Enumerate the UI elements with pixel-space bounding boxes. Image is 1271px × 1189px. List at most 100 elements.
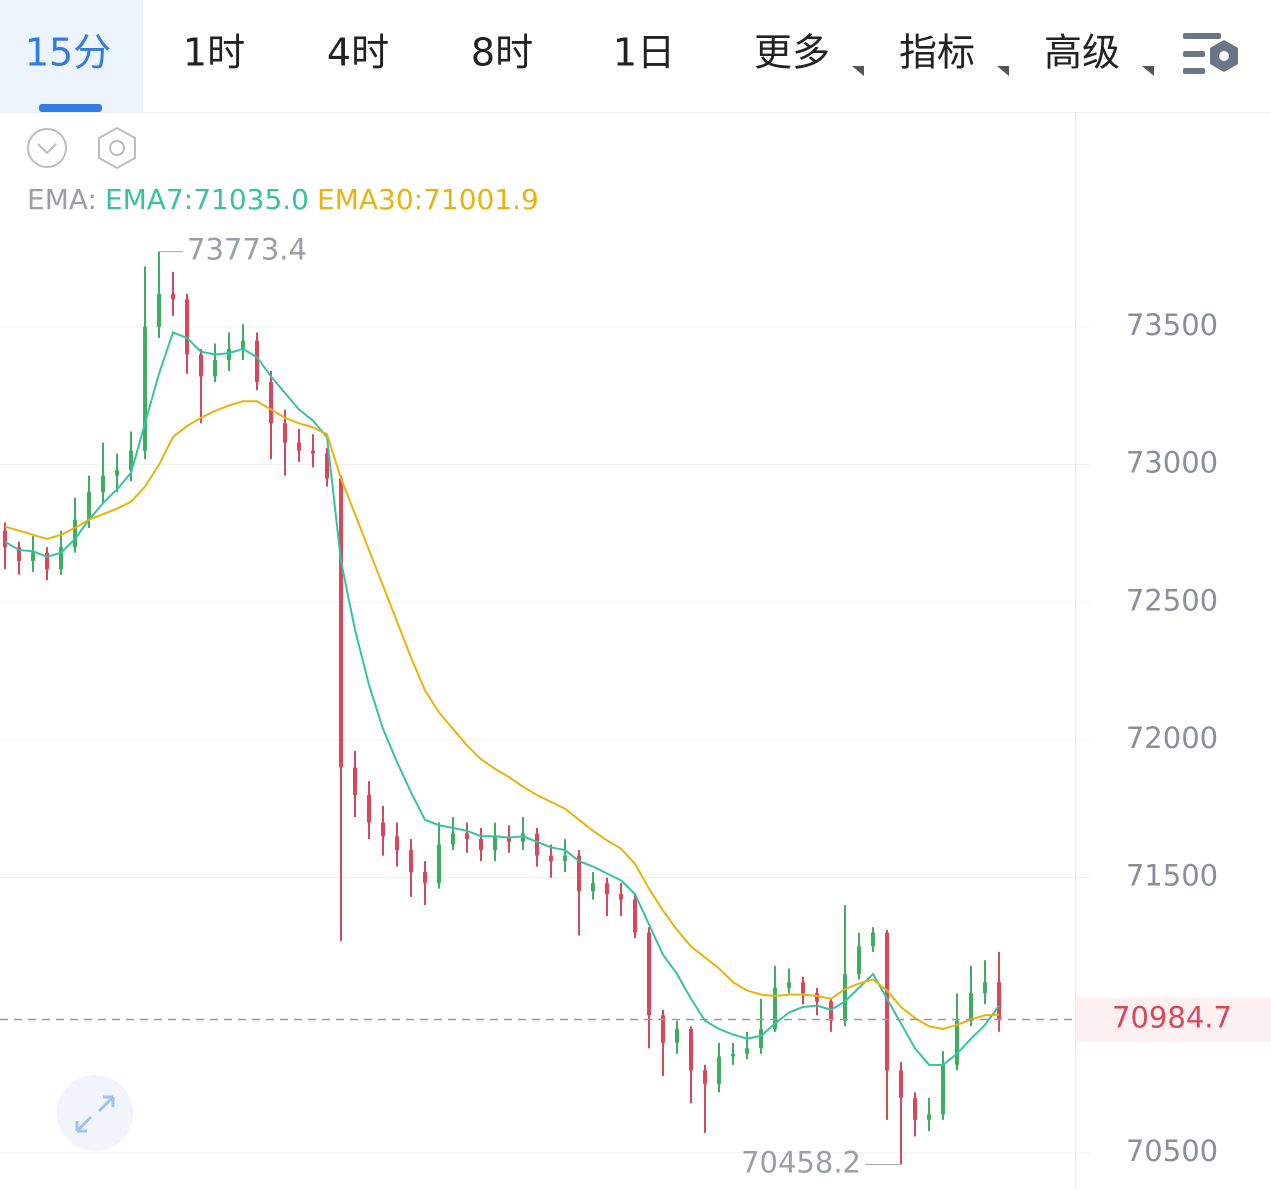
- candle-body: [997, 982, 1001, 1020]
- candle-body: [787, 982, 791, 988]
- high-label: 73773.4: [187, 233, 307, 267]
- y-tick-label: 72500: [1126, 583, 1218, 617]
- candle-body: [101, 475, 105, 493]
- y-tick-label: 72000: [1126, 721, 1218, 755]
- candle-wick: [900, 1062, 902, 1165]
- candle-body: [325, 453, 329, 479]
- candle-body: [563, 855, 567, 862]
- tab[interactable]: 1日: [613, 31, 675, 75]
- candle-body: [871, 932, 875, 947]
- candle-body: [941, 1064, 945, 1115]
- candle-body: [885, 932, 889, 1071]
- legend-item: EMA7:71035.0: [105, 183, 309, 216]
- y-tick-label: 71500: [1126, 859, 1218, 893]
- candle-body: [269, 382, 273, 424]
- tab[interactable]: 4时: [327, 31, 389, 75]
- candle-body: [647, 932, 651, 1016]
- candle-body: [689, 1029, 693, 1071]
- candle-body: [171, 293, 175, 300]
- candle-body: [773, 987, 777, 1030]
- dropdown-caret: [852, 66, 864, 76]
- active-tab-indicator: [39, 104, 102, 112]
- candle-wick: [102, 442, 104, 504]
- candle-body: [45, 552, 49, 570]
- candle-body: [605, 883, 609, 895]
- ema-line: [4, 400, 1000, 1031]
- candle-wick: [788, 968, 790, 994]
- candle-wick: [200, 348, 202, 424]
- candle-wick: [746, 1031, 748, 1060]
- candle-body: [927, 1114, 931, 1120]
- candle-body: [339, 478, 343, 768]
- candle-body: [521, 833, 525, 842]
- last-price-label: 70984.7: [1112, 1000, 1232, 1034]
- candle-body: [745, 1048, 749, 1054]
- candle-body: [73, 519, 77, 548]
- expand-button[interactable]: [57, 1075, 133, 1151]
- candle-body: [843, 973, 847, 1021]
- ema-line: [4, 331, 1000, 1066]
- candle-body: [675, 1029, 679, 1043]
- candle-body: [129, 450, 133, 471]
- candle-wick: [928, 1097, 930, 1131]
- candle-body: [297, 442, 301, 451]
- candle-body: [227, 348, 231, 360]
- collapse-icon[interactable]: [27, 128, 67, 168]
- candle-wick: [578, 850, 580, 936]
- candle-body: [955, 1020, 959, 1065]
- candle-body: [465, 833, 469, 840]
- dropdown-caret: [997, 66, 1009, 76]
- candle-body: [731, 1053, 735, 1057]
- tab[interactable]: 高级: [1044, 31, 1120, 75]
- candle-wick: [704, 1064, 706, 1133]
- legend-item: EMA:: [27, 183, 97, 216]
- candle-body: [381, 822, 385, 837]
- tab[interactable]: 指标: [899, 31, 975, 75]
- candle-body: [395, 836, 399, 851]
- dropdown-caret: [1142, 66, 1154, 76]
- candle-body: [507, 836, 511, 842]
- settings-hex-icon[interactable]: [98, 126, 136, 170]
- candle-body: [703, 1070, 707, 1085]
- tab[interactable]: 1时: [183, 31, 245, 75]
- candle-body: [591, 883, 595, 892]
- candle-body: [17, 547, 21, 561]
- candle-body: [3, 530, 7, 548]
- tab[interactable]: 8时: [471, 31, 533, 75]
- candle-body: [185, 299, 189, 355]
- candle-body: [311, 450, 315, 454]
- active-tab-bg: [0, 0, 143, 112]
- candle-body: [241, 340, 245, 349]
- candle-body: [115, 470, 119, 476]
- candle-body: [815, 993, 819, 1002]
- candle-body: [31, 552, 35, 561]
- candle-body: [619, 894, 623, 900]
- candle-wick: [760, 998, 762, 1054]
- candle-body: [437, 844, 441, 884]
- candle-body: [661, 1015, 665, 1043]
- candle-body: [913, 1097, 917, 1120]
- low-label: 70458.2: [741, 1145, 861, 1179]
- candle-body: [549, 855, 553, 862]
- candle-body: [451, 833, 455, 845]
- candle-body: [157, 293, 161, 327]
- candle-body: [493, 836, 497, 851]
- candle-body: [535, 833, 539, 856]
- tab[interactable]: 15分: [25, 31, 111, 75]
- candle-wick: [844, 905, 846, 1027]
- candle-body: [759, 1029, 763, 1049]
- candle-body: [577, 855, 581, 892]
- y-tick-label: 73500: [1126, 308, 1218, 342]
- candle-body: [255, 340, 259, 382]
- candle-body: [213, 359, 217, 377]
- candle-body: [409, 850, 413, 873]
- tab[interactable]: 更多: [754, 31, 830, 75]
- last-price-box: [1076, 997, 1271, 1042]
- candle-body: [423, 872, 427, 884]
- candle-body: [983, 982, 987, 994]
- candle-wick: [606, 877, 608, 917]
- candle-body: [143, 326, 147, 451]
- candle-body: [479, 839, 483, 851]
- settings-icon[interactable]: [1183, 33, 1238, 74]
